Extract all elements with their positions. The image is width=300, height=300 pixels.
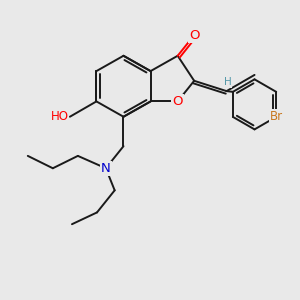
Text: O: O (172, 95, 183, 108)
Text: N: N (101, 162, 111, 175)
Text: H: H (224, 77, 232, 87)
Text: O: O (189, 29, 200, 42)
Text: Br: Br (270, 110, 283, 123)
Text: HO: HO (50, 110, 68, 123)
